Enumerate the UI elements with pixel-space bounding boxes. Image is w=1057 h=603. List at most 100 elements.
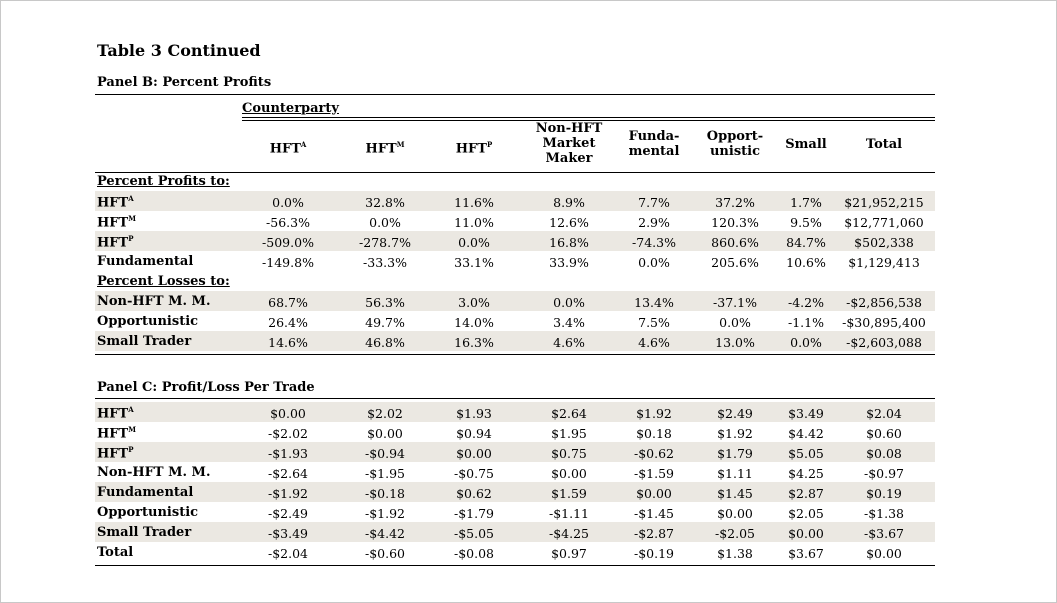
profit-cell: 11.0% xyxy=(454,215,494,230)
profit-cell: 9.5% xyxy=(790,215,822,230)
loss-cell: 4.6% xyxy=(638,335,670,350)
per-trade-cell: -$2.02 xyxy=(267,426,309,441)
panel-b-title: Panel B: Percent Profits xyxy=(97,75,272,90)
per-trade-row-label: HFTP xyxy=(97,445,134,462)
loss-cell: 7.5% xyxy=(638,315,670,330)
per-trade-cell: $1.59 xyxy=(551,486,587,501)
loss-cell: 13.0% xyxy=(715,335,755,350)
per-trade-row-label: Opportunistic xyxy=(97,505,199,520)
panel-c-bottom-rule xyxy=(95,565,935,566)
per-trade-cell: $1.92 xyxy=(717,426,753,441)
profit-row-label: HFTP xyxy=(97,234,134,251)
loss-row-label: Non-HFT M. M. xyxy=(97,294,211,309)
per-trade-cell: -$0.97 xyxy=(863,466,905,481)
per-trade-cell: $1.93 xyxy=(456,406,492,421)
profit-cell: 12.6% xyxy=(549,215,589,230)
profit-cell: 0.0% xyxy=(458,235,490,250)
loss-cell: 16.3% xyxy=(454,335,494,350)
per-trade-row-label: HFTM xyxy=(97,425,136,442)
loss-cell: 3.4% xyxy=(553,315,585,330)
per-trade-cell: $0.00 xyxy=(456,446,492,461)
per-trade-cell: $1.45 xyxy=(717,486,753,501)
loss-cell: 46.8% xyxy=(365,335,405,350)
loss-row-label: Opportunistic xyxy=(97,314,199,329)
profit-cell: -33.3% xyxy=(363,255,407,270)
per-trade-cell: $2.64 xyxy=(551,406,587,421)
column-header-4: Non-HFT Market Maker xyxy=(535,121,603,166)
per-trade-cell: -$5.05 xyxy=(453,526,495,541)
profit-cell: 33.1% xyxy=(454,255,494,270)
per-trade-cell: $0.94 xyxy=(456,426,492,441)
per-trade-cell: $0.00 xyxy=(270,406,306,421)
panel-c-top-rule xyxy=(95,398,935,399)
panel-c-title: Panel C: Profit/Loss Per Trade xyxy=(97,380,315,395)
per-trade-cell: -$2.05 xyxy=(714,526,756,541)
per-trade-cell: $0.00 xyxy=(788,526,824,541)
panel-b-header-bottom-rule xyxy=(95,172,935,173)
per-trade-cell: -$0.62 xyxy=(633,446,675,461)
loss-cell: 14.6% xyxy=(268,335,308,350)
per-trade-cell: $4.42 xyxy=(788,426,824,441)
panel-b-top-rule xyxy=(95,94,935,95)
profit-row-label: Fundamental xyxy=(97,254,194,269)
per-trade-cell: -$2.04 xyxy=(267,546,309,561)
per-trade-cell: $2.02 xyxy=(367,406,403,421)
table-title: Table 3 Continued xyxy=(97,41,261,60)
per-trade-cell: -$3.49 xyxy=(267,526,309,541)
per-trade-cell: -$0.19 xyxy=(633,546,675,561)
profit-row-label: HFTA xyxy=(97,194,134,211)
per-trade-row-label: Fundamental xyxy=(97,485,194,500)
per-trade-row-label: HFTA xyxy=(97,405,134,422)
per-trade-cell: $1.38 xyxy=(717,546,753,561)
per-trade-cell: $4.25 xyxy=(788,466,824,481)
profit-cell: 10.6% xyxy=(786,255,826,270)
column-header-6: Opport-unistic xyxy=(706,129,764,159)
per-trade-cell: $0.00 xyxy=(551,466,587,481)
profit-cell: 860.6% xyxy=(711,235,759,250)
loss-cell: 26.4% xyxy=(268,315,308,330)
per-trade-cell: $0.97 xyxy=(551,546,587,561)
loss-cell: -$2,856,538 xyxy=(846,295,922,310)
per-trade-cell: $0.19 xyxy=(866,486,902,501)
per-trade-row-shade xyxy=(95,402,935,422)
header-rule-1 xyxy=(242,117,935,118)
profit-cell: $502,338 xyxy=(854,235,914,250)
profit-row-label: HFTM xyxy=(97,214,136,231)
per-trade-row-label: Small Trader xyxy=(97,525,192,540)
column-header-1: HFTA xyxy=(269,140,307,157)
loss-cell: 0.0% xyxy=(553,295,585,310)
per-trade-row-label: Non-HFT M. M. xyxy=(97,465,211,480)
per-trade-cell: -$0.60 xyxy=(364,546,406,561)
per-trade-cell: $0.18 xyxy=(636,426,672,441)
profit-cell: 120.3% xyxy=(711,215,759,230)
loss-row-shade xyxy=(95,331,935,351)
per-trade-cell: -$1.93 xyxy=(267,446,309,461)
per-trade-cell: -$0.08 xyxy=(453,546,495,561)
profit-row-shade xyxy=(95,191,935,211)
per-trade-row-shade xyxy=(95,442,935,462)
per-trade-cell: -$0.18 xyxy=(364,486,406,501)
loss-cell: 56.3% xyxy=(365,295,405,310)
column-header-5: Funda-mental xyxy=(628,129,680,159)
profit-cell: -509.0% xyxy=(262,235,314,250)
profit-cell: -56.3% xyxy=(266,215,310,230)
profit-cell: 2.9% xyxy=(638,215,670,230)
per-trade-cell: -$2.49 xyxy=(267,506,309,521)
loss-row-shade xyxy=(95,291,935,311)
per-trade-row-label: Total xyxy=(97,545,134,560)
profit-cell: -278.7% xyxy=(359,235,411,250)
loss-cell: -4.2% xyxy=(788,295,824,310)
per-trade-cell: $0.00 xyxy=(717,506,753,521)
loss-cell: 68.7% xyxy=(268,295,308,310)
loss-cell: 4.6% xyxy=(553,335,585,350)
profit-cell: 32.8% xyxy=(365,195,405,210)
loss-cell: 14.0% xyxy=(454,315,494,330)
per-trade-cell: -$1.59 xyxy=(633,466,675,481)
profit-cell: 8.9% xyxy=(553,195,585,210)
per-trade-cell: $0.60 xyxy=(866,426,902,441)
loss-cell: -37.1% xyxy=(713,295,757,310)
section-percent-losses: Percent Losses to: xyxy=(97,274,230,289)
per-trade-cell: $1.95 xyxy=(551,426,587,441)
profit-cell: $12,771,060 xyxy=(844,215,924,230)
column-header-8: Total xyxy=(865,137,903,152)
